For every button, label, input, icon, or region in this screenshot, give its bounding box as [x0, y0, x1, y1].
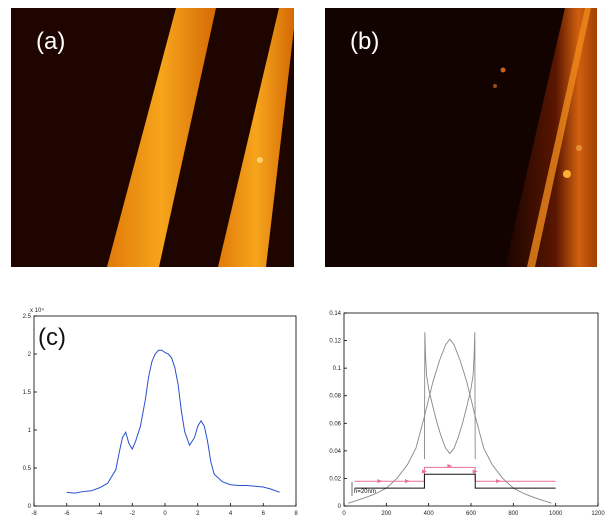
chart-d-ytick-label: 0.12 [329, 339, 341, 345]
chart-d-ytick-label: 0 [338, 504, 342, 510]
chart-c-ytick-label: 2 [28, 352, 32, 358]
chart-c-xtick-label: -4 [97, 511, 103, 517]
chart-d-ytick-label: 0.08 [329, 394, 341, 400]
chart-c-ytick-label: 0.5 [23, 466, 32, 472]
chart-c: (c) x 10⁴ -8 -6 -4 -2 0 2 4 6 8 0 0.5 1 1.5 2 2.5 [23, 307, 299, 517]
chart-d-pink-marker [377, 479, 383, 484]
chart-c-ytick-label: 0 [28, 504, 32, 510]
chart-c-xtick-label: 4 [229, 511, 233, 517]
panel-label-a: (a) [36, 28, 66, 55]
chart-d-xtick-label: 600 [466, 511, 477, 517]
chart-d-ytick-label: 0.14 [329, 311, 341, 317]
chart-d: 0 200 400 600 800 1000 1200 0 0.02 0.04 0.06 0.08 0… [329, 311, 605, 517]
chart-d-pink-marker [447, 464, 453, 469]
chart-c-ytick-label: 1 [28, 428, 32, 434]
chart-d-pink-line [354, 466, 556, 482]
chart-d-pink-marker [421, 469, 427, 474]
chart-d-pink-marker [472, 469, 478, 474]
chart-c-xtick-label: -8 [31, 511, 37, 517]
chart-c-xtick-label: 2 [196, 511, 200, 517]
chart-d-xtick-label: 400 [424, 511, 435, 517]
chart-c-xtick-label: 0 [163, 511, 167, 517]
chart-c-ytick-label: 1.5 [23, 390, 32, 396]
chart-d-ytick-label: 0.04 [329, 449, 341, 455]
afm-image-b [325, 8, 597, 267]
chart-d-ytick-label: 0.1 [333, 366, 342, 372]
chart-d-xtick-label: 0 [342, 511, 346, 517]
chart-c-ytick-label: 2.5 [23, 314, 32, 320]
chart-d-ytick-label: 0.06 [329, 421, 341, 427]
chart-c-frame [33, 315, 297, 507]
chart-c-series-line [66, 349, 280, 494]
chart-d-step-line [354, 473, 556, 489]
chart-d-xtick-label: 800 [508, 511, 519, 517]
panel-label-b: (b) [350, 28, 380, 55]
chart-d-spiky-curve [423, 332, 476, 460]
chart-d-xtick-label: 1200 [591, 511, 605, 517]
chart-d-bell-curve [348, 338, 552, 504]
chart-d-xtick-label: 1000 [549, 511, 563, 517]
chart-c-exponent-label: x 10⁴ [30, 307, 44, 314]
chart-d-pink-marker [405, 479, 410, 484]
chart-c-xtick-label: -2 [130, 511, 136, 517]
chart-c-xtick-label: -6 [64, 511, 70, 517]
chart-d-xtick-label: 200 [381, 511, 392, 517]
afm-image-a [11, 8, 294, 267]
chart-c-xtick-label: 6 [262, 511, 266, 517]
chart-d-ytick-label: 0.02 [329, 476, 341, 482]
chart-d-annotation: h=20nm [354, 489, 376, 495]
chart-d-pink-marker [496, 479, 502, 484]
chart-c-xtick-label: 8 [294, 511, 298, 517]
chart-d-frame [343, 312, 599, 507]
panel-label-c: (c) [38, 324, 66, 351]
